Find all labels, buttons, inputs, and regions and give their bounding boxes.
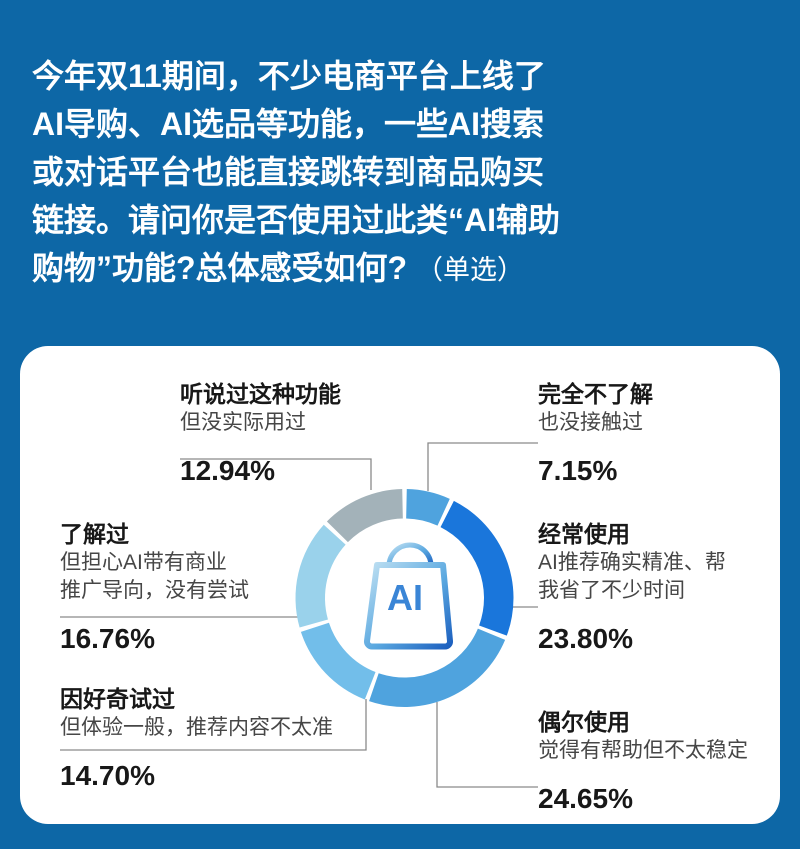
svg-text:AI: AI <box>387 577 423 618</box>
